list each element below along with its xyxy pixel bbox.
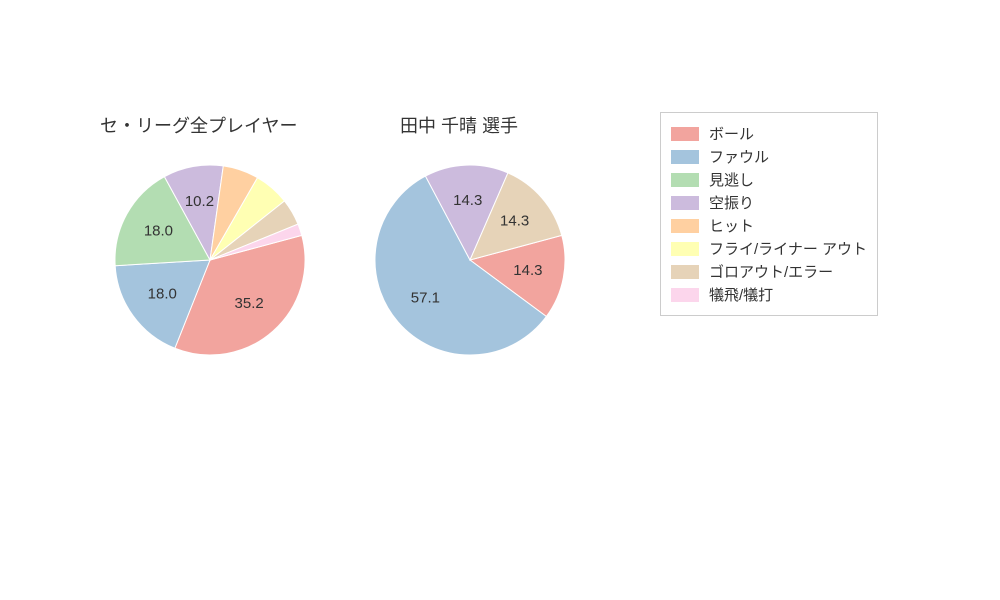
legend-item: 見逃し — [671, 169, 867, 190]
legend-label: ファウル — [709, 146, 769, 167]
legend-item: 空振り — [671, 192, 867, 213]
legend-item: 犠飛/犠打 — [671, 284, 867, 305]
legend-label: ヒット — [709, 215, 754, 236]
slice-label: 14.3 — [500, 213, 529, 230]
pie1-title: セ・リーグ全プレイヤー — [100, 112, 297, 138]
chart-container: セ・リーグ全プレイヤー 田中 千晴 選手 35.2 18.0 18.0 10.2 14… — [0, 0, 1000, 600]
slice-label: 14.3 — [453, 192, 482, 209]
legend-label: フライ/ライナー アウト — [709, 238, 867, 259]
legend-swatch — [671, 242, 699, 256]
legend-swatch — [671, 173, 699, 187]
slice-label: 18.0 — [148, 285, 177, 302]
legend-swatch — [671, 265, 699, 279]
slice-label: 10.2 — [185, 193, 214, 210]
legend-label: 空振り — [709, 192, 754, 213]
slice-label: 14.3 — [513, 262, 542, 279]
legend-item: ゴロアウト/エラー — [671, 261, 867, 282]
slice-label: 18.0 — [144, 222, 173, 239]
legend-label: 見逃し — [709, 169, 754, 190]
legend-item: フライ/ライナー アウト — [671, 238, 867, 259]
pie2-svg: 14.3 57.1 14.3 14.3 — [365, 155, 575, 365]
slice-label: 57.1 — [411, 289, 440, 306]
slice-label: 35.2 — [235, 295, 264, 312]
legend-swatch — [671, 288, 699, 302]
legend-item: ヒット — [671, 215, 867, 236]
legend-swatch — [671, 150, 699, 164]
pie1-svg: 35.2 18.0 18.0 10.2 — [105, 155, 315, 365]
legend-swatch — [671, 127, 699, 141]
pie2-title: 田中 千晴 選手 — [400, 112, 518, 138]
legend-swatch — [671, 196, 699, 210]
legend-item: ボール — [671, 123, 867, 144]
legend-swatch — [671, 219, 699, 233]
legend-item: ファウル — [671, 146, 867, 167]
legend: ボールファウル見逃し空振りヒットフライ/ライナー アウトゴロアウト/エラー犠飛/… — [660, 112, 878, 316]
legend-label: ゴロアウト/エラー — [709, 261, 833, 282]
legend-label: ボール — [709, 123, 754, 144]
legend-label: 犠飛/犠打 — [709, 284, 773, 305]
